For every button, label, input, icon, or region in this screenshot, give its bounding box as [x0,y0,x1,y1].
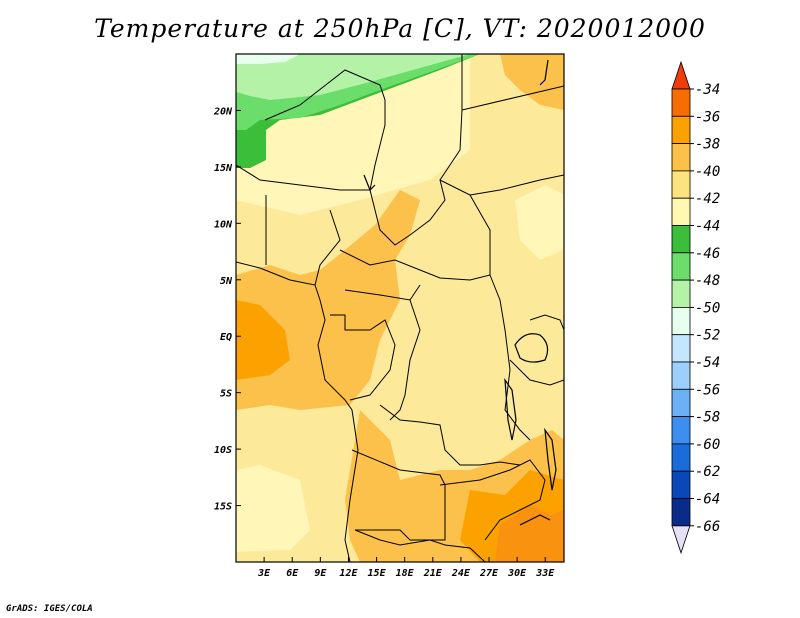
x-tick-label: 33E [535,568,555,579]
colorbar-swatch [671,361,691,390]
y-tick-label: 20N [213,106,233,117]
country-borders [236,54,564,562]
lake-kariba [519,514,551,526]
colorbar-label: -66 [695,519,720,535]
border-zambia [439,459,546,541]
y-tick-label: 15N [214,163,233,174]
x-tick-label: 18E [396,568,415,579]
border-drc-west [389,299,421,421]
border-car-north [339,249,421,271]
colorbar-label: -34 [695,82,720,98]
colorbar-label: -40 [695,164,720,180]
x-axis: 3E 6E 9E 12E 15E 18E 21E 24E 27E 30E 33E [257,557,555,579]
x-tick-label: 27E [479,568,499,579]
colorbar-swatch [671,143,691,172]
colorbar-swatch [671,388,691,417]
colorbar-label: -62 [695,464,720,480]
red-sea-coast [539,59,549,86]
lake-tanganyika [504,377,517,441]
colorbar-swatch [671,279,691,308]
border-ethiopia [469,174,564,196]
coastline-west [236,261,359,562]
x-tick-label: 6E [286,568,299,579]
colorbar-label: -38 [695,137,720,153]
field-44-42-east [515,185,564,260]
field-40-38-northeast [500,54,564,110]
border-cameroon [314,209,341,286]
colorbar-swatch [671,306,691,336]
colorbar: -34 -36 -38 -40 -42 -44 -46 -48 -50 -52 -54 -56 -58 -… [671,60,720,555]
temperature-field [236,54,564,562]
y-axis: 20N 15N 10N 5N EQ 5S 10S 15S [213,106,241,513]
colorbar-swatch [671,170,691,199]
border-congo [330,314,396,401]
colorbar-label: -58 [695,410,720,426]
colorbar-label: -48 [695,273,720,289]
x-tick-label: 3E [257,568,271,579]
colorbar-swatch [671,88,691,117]
map-title: Temperature at 250hPa [C], VT: 202001200… [94,14,706,43]
lakes [363,59,557,526]
colorbar-swatch [671,470,691,499]
border-drc-east [489,274,531,441]
y-tick-label: 15S [214,502,232,513]
border-namibia [354,529,486,562]
y-tick-label: 10S [214,445,232,456]
border-tanzania [509,359,564,386]
colorbar-min-arrow [671,525,691,555]
x-tick-label: 30E [507,568,527,579]
x-tick-label: 12E [339,568,358,579]
field-38-36-southeast [495,505,564,562]
border-drc-south [379,404,521,466]
lake-victoria [514,333,549,363]
x-tick-label: 15E [368,568,387,579]
y-tick-label: 5S [220,389,232,400]
x-tick-label: 9E [314,568,327,579]
colorbar-label: -54 [695,355,720,371]
colorbar-max-arrow [671,60,691,90]
colorbar-label: -46 [695,246,720,262]
colorbar-swatch [671,225,691,254]
border-angola [351,449,446,541]
x-tick-label: 24E [451,568,471,579]
field-50-48 [236,54,470,100]
colorbar-label: -36 [695,109,720,125]
colorbar-swatch [671,252,691,281]
colorbar-label: -42 [695,191,720,207]
field-38-36-west [236,300,290,380]
colorbar-swatch [671,416,691,445]
border-niger-nigeria [236,164,370,191]
y-tick-label: 10N [214,219,233,230]
colorbar-swatch [671,115,691,145]
x-tick-label: 21E [423,568,443,579]
field-44-42-southwest [236,465,310,552]
y-tick-label: 5N [220,276,233,287]
y-tick-label: EQ [220,332,232,343]
colorbar-label: -56 [695,382,720,398]
border-egypt-sudan [461,85,564,111]
border-car-south [344,284,421,301]
colorbar-label: -50 [695,300,720,316]
colorbar-label: -52 [695,328,720,344]
border-uganda-kenya [529,314,564,331]
colorbar-swatch [671,334,691,363]
field-52-50 [236,54,300,64]
lake-malawi [544,427,557,491]
grads-credit: GrADS: IGES/COLA [6,604,93,614]
map-frame [235,53,565,563]
colorbar-label: -64 [695,492,720,508]
colorbar-label: -44 [695,219,720,235]
colorbar-swatch [671,498,691,527]
colorbar-swatch [671,197,691,226]
colorbar-label: -60 [695,437,720,453]
lake-chad [363,174,376,192]
border-chad [264,69,463,246]
colorbar-swatch [671,443,691,472]
